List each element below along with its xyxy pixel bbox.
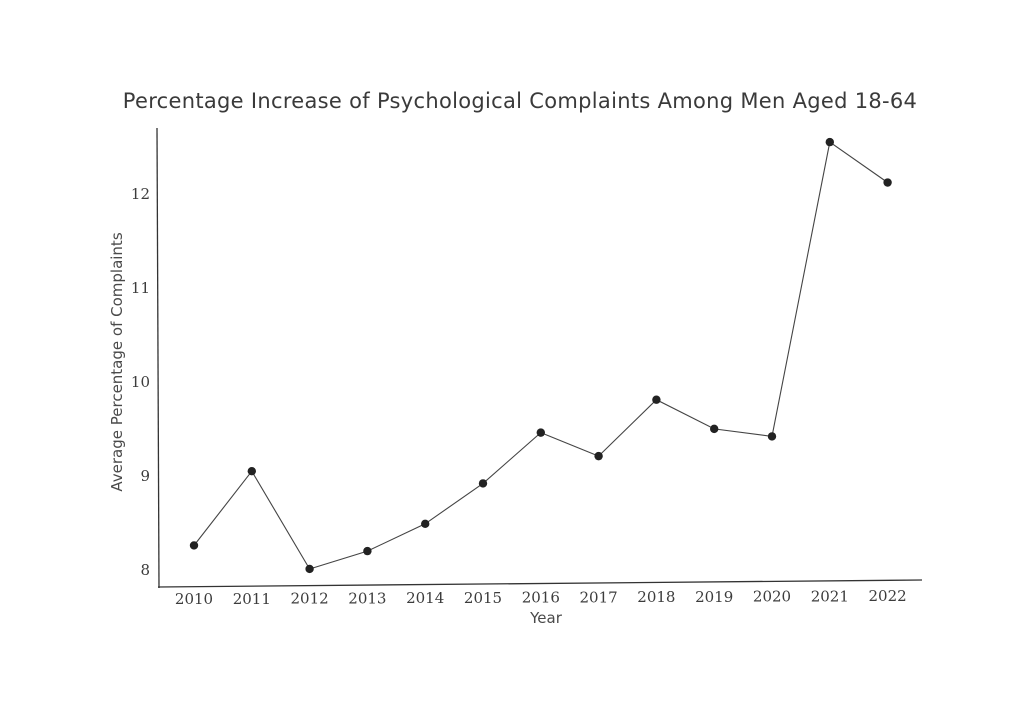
data-point xyxy=(767,432,777,441)
x-tick-labels: 2010 2011 2012 2013 2014 2015 2016 2017 2018 2019… xyxy=(175,587,907,608)
x-axis-line xyxy=(157,579,923,588)
data-point xyxy=(363,546,372,556)
x-tick-label: 2016 xyxy=(522,589,560,607)
series-line xyxy=(193,141,888,570)
y-tick-label: 11 xyxy=(131,279,150,297)
data-point xyxy=(825,137,834,147)
x-tick-label: 2018 xyxy=(637,588,675,606)
y-tick-label: 9 xyxy=(140,467,150,485)
x-tick-label: 2013 xyxy=(348,589,386,607)
y-axis-label: Average Percentage of Complaints xyxy=(108,232,126,491)
data-point xyxy=(478,479,488,488)
x-tick-label: 2017 xyxy=(580,588,618,606)
x-axis-label: Year xyxy=(529,609,563,627)
data-point xyxy=(305,564,314,574)
data-point xyxy=(652,395,661,404)
chart-title: Percentage Increase of Psychological Com… xyxy=(123,89,917,113)
x-tick-label: 2021 xyxy=(811,587,849,605)
x-tick-label: 2019 xyxy=(695,588,733,606)
data-point xyxy=(883,178,892,187)
data-point xyxy=(189,541,199,550)
x-tick-label: 2022 xyxy=(869,587,907,605)
data-point xyxy=(421,519,430,529)
y-tick-label: 10 xyxy=(131,373,150,391)
data-point xyxy=(247,466,256,476)
y-tick-label: 12 xyxy=(131,185,150,203)
y-axis-line xyxy=(156,127,160,589)
data-point xyxy=(594,451,603,461)
data-point xyxy=(710,424,719,434)
y-tick-label: 8 xyxy=(140,561,150,579)
x-tick-label: 2020 xyxy=(753,588,791,606)
x-tick-label: 2014 xyxy=(406,589,444,607)
x-tick-label: 2011 xyxy=(233,590,271,608)
y-tick-labels: 8 9 10 11 12 xyxy=(131,185,150,579)
x-tick-label: 2015 xyxy=(464,589,502,607)
data-points xyxy=(189,137,892,574)
x-tick-label: 2012 xyxy=(291,590,329,608)
x-tick-label: 2010 xyxy=(175,590,213,608)
data-point xyxy=(536,428,545,437)
